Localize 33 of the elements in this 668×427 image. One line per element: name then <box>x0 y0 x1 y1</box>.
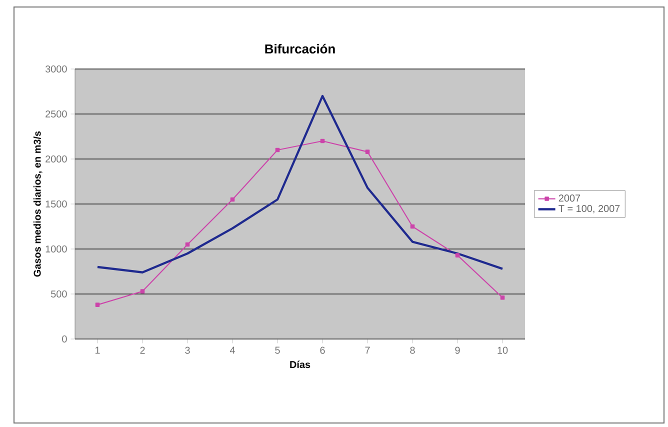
y-tick-label: 2500 <box>46 110 67 118</box>
x-tick-label: 5 <box>275 346 280 354</box>
point <box>410 224 415 229</box>
x-axis-title: Días <box>290 360 310 368</box>
point <box>185 242 190 247</box>
x-tick-label: 6 <box>320 346 325 354</box>
point <box>275 148 280 152</box>
legend-label: 2007 <box>558 194 580 202</box>
x-tick-label: 4 <box>230 346 235 354</box>
x-tick-label: 1 <box>96 346 100 354</box>
x-tick-label: 7 <box>365 346 370 354</box>
y-tick-label: 500 <box>51 290 67 298</box>
x-tick-label: 9 <box>455 346 460 354</box>
x-tick-label: 8 <box>410 346 415 354</box>
chart-title: Bifurcación <box>265 44 335 54</box>
y-tick-label: 1000 <box>46 245 67 253</box>
x-tick-label: 10 <box>498 346 508 354</box>
point <box>500 295 505 300</box>
x-tick-label: 3 <box>185 346 190 354</box>
y-tick-label: 1500 <box>46 200 67 208</box>
point <box>455 253 460 258</box>
y-tick-label: 0 <box>62 335 67 343</box>
point <box>320 138 325 144</box>
legend-label: T = 100, 2007 <box>558 204 620 214</box>
y-tick-label: 3000 <box>45 65 67 73</box>
point <box>140 289 145 294</box>
point <box>230 197 235 202</box>
y-tick-label: 2000 <box>46 155 67 163</box>
point <box>365 150 370 154</box>
x-tick-label: 2 <box>140 346 145 354</box>
y-axis-title: Gasos medios diarios, en m3/s <box>33 131 42 277</box>
line-series <box>96 94 504 274</box>
point <box>95 302 100 307</box>
